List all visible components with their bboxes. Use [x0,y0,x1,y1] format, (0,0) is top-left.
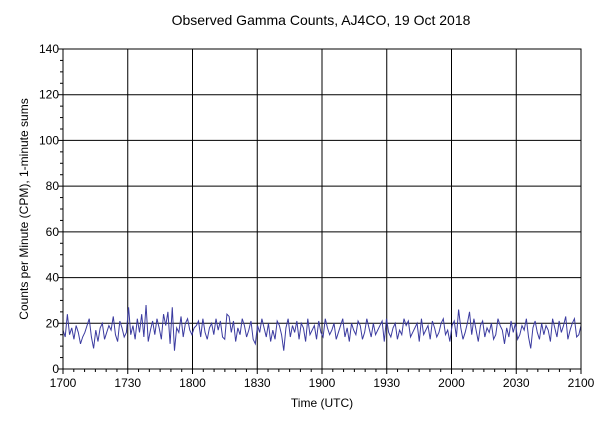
gridlines [63,49,581,369]
x-tick-label: 1730 [114,376,141,390]
x-tick-label: 1830 [244,376,271,390]
x-tick-label: 2100 [568,376,595,390]
x-axis-label: Time (UTC) [291,396,353,410]
plot-area [62,48,582,370]
y-axis: 0 20 40 60 80 100 120 140 [39,42,63,376]
y-tick-label: 80 [46,179,60,193]
y-tick-label: 140 [39,42,59,56]
x-tick-label: 1800 [179,376,206,390]
x-tick-label: 2000 [438,376,465,390]
y-tick-label: 20 [46,316,60,330]
x-tick-label: 2030 [503,376,530,390]
x-axis: 1700 1730 1800 1830 1900 1930 2000 2030 2100 [50,369,595,390]
y-tick-label: 60 [46,225,60,239]
x-tick-label: 1900 [309,376,336,390]
series-line [62,304,582,351]
y-tick-label: 40 [46,271,60,285]
x-tick-label: 1700 [50,376,77,390]
y-tick-label: 100 [39,133,59,147]
y-tick-label: 120 [39,88,59,102]
chart-title: Observed Gamma Counts, AJ4CO, 19 Oct 201… [172,12,471,28]
y-tick-label: 0 [52,362,59,376]
x-tick-label: 1930 [373,376,400,390]
series-layer [62,304,582,351]
y-axis-label: Counts per Minute (CPM), 1-minute sums [17,98,31,319]
